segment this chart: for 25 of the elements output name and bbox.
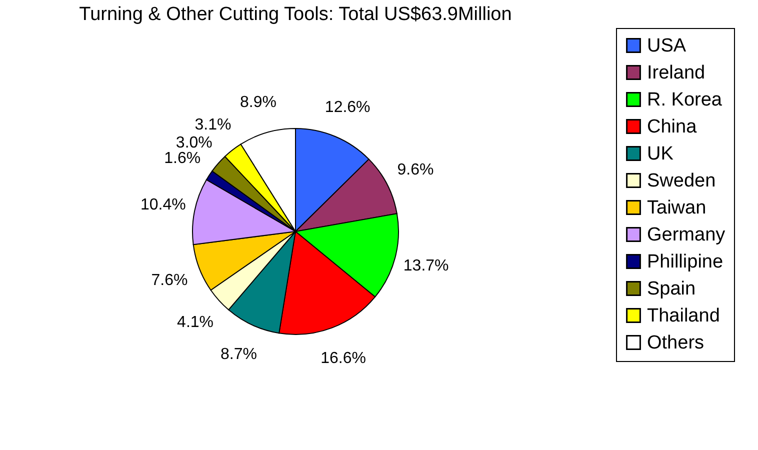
legend-label: UK: [647, 144, 674, 164]
data-label: 13.7%: [403, 258, 449, 275]
data-label: 9.6%: [397, 162, 434, 179]
data-label: 3.0%: [176, 134, 212, 152]
chart-title: Turning & Other Cutting Tools: Total US$63.9Million: [79, 4, 512, 25]
data-label: 12.6%: [324, 98, 370, 116]
data-label: 16.6%: [320, 350, 366, 367]
legend-label: Ireland: [647, 62, 706, 84]
data-label: 4.1%: [177, 314, 214, 331]
legend-label: R. Korea: [647, 90, 722, 110]
legend-label: Germany: [647, 224, 726, 246]
data-label: 10.4%: [140, 196, 186, 214]
data-label: 3.1%: [194, 116, 232, 134]
data-label: 7.6%: [151, 272, 188, 289]
data-label: 1.6%: [164, 150, 201, 167]
legend-label: Others: [647, 332, 704, 354]
data-label: 8.7%: [220, 346, 257, 363]
legend-label: Sweden: [647, 170, 716, 192]
legend-label: Taiwan: [647, 198, 706, 218]
legend-label: Thailand: [647, 306, 720, 326]
legend-label: China: [647, 116, 698, 138]
data-label: 8.9%: [240, 94, 276, 111]
legend-label: Phillipine: [647, 252, 724, 272]
legend-label: USA: [647, 36, 686, 56]
legend-label: Spain: [647, 278, 696, 300]
